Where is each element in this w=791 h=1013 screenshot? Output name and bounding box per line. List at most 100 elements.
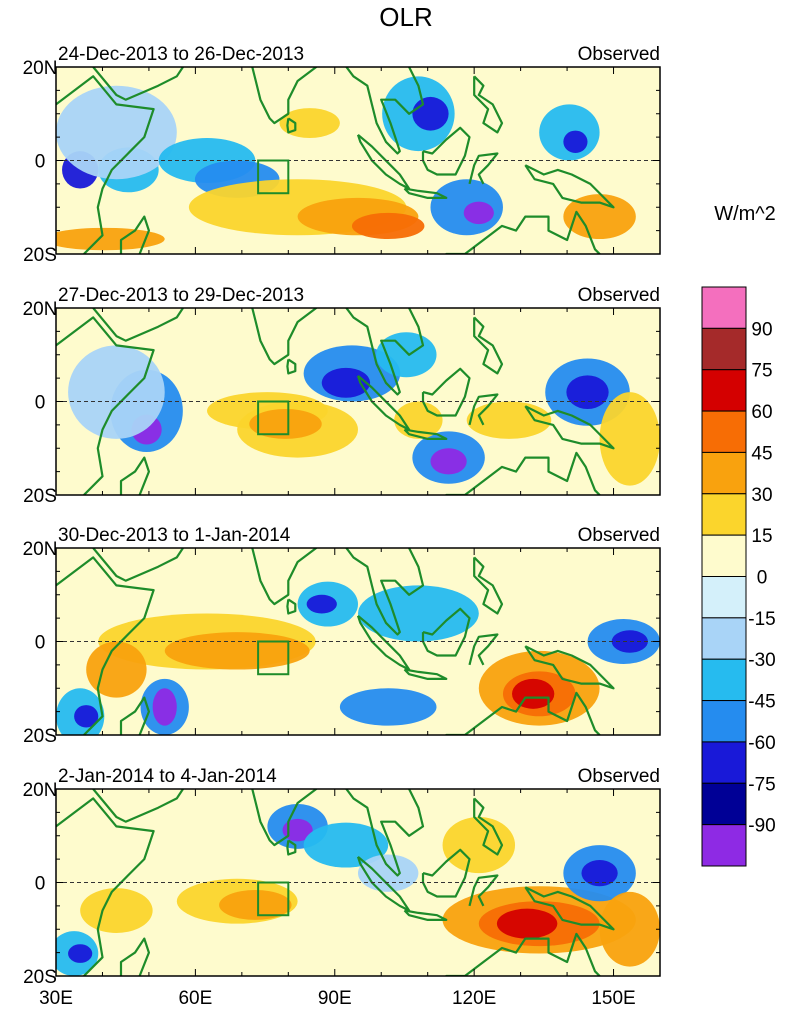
coastline xyxy=(251,308,318,366)
anomaly-field xyxy=(56,308,660,495)
coastline xyxy=(92,789,185,823)
anomaly-contour xyxy=(599,392,660,486)
colorbar-label: 30 xyxy=(751,485,772,506)
coastline xyxy=(403,428,448,440)
coastline xyxy=(286,598,297,615)
coastline xyxy=(468,393,499,426)
anomaly-contour xyxy=(463,201,494,225)
lat-tick-label: 0 xyxy=(35,633,46,654)
colorbar-label: 15 xyxy=(751,526,772,547)
colorbar-swatch xyxy=(701,824,747,867)
coastline xyxy=(403,668,448,680)
lat-tick-label: 0 xyxy=(35,393,46,414)
colorbar-swatch xyxy=(701,741,747,784)
coastline xyxy=(445,691,602,735)
coastline xyxy=(445,210,602,254)
anomaly-contour xyxy=(496,908,558,939)
panel-date-range: 30-Dec-2013 to 1-Jan-2014 xyxy=(58,525,291,546)
coastline xyxy=(421,607,471,657)
coastline xyxy=(524,405,615,450)
colorbar-swatch xyxy=(701,700,747,743)
lon-tick-label: 90E xyxy=(318,988,352,1009)
anomaly-field xyxy=(56,789,660,976)
coastline xyxy=(468,152,499,185)
lat-tick-label: 0 xyxy=(35,874,46,895)
map-panels: 20N 0 20S 24-Dec-2013 to 26-Dec-2013 Observe… xyxy=(23,44,661,988)
coastline xyxy=(56,797,155,976)
panel-date-range: 2-Jan-2014 to 4-Jan-2014 xyxy=(58,766,277,787)
anomaly-contour xyxy=(412,96,449,131)
colorbar-swatch xyxy=(701,534,747,578)
anomaly-contour xyxy=(68,345,165,439)
coastline xyxy=(345,308,425,396)
anomaly-contour xyxy=(599,891,660,967)
coastline xyxy=(421,848,471,898)
coastline xyxy=(286,839,297,856)
colorbar: 90 75 60 45 30 15 0 -15 -30 -45 -60 -75 -90 xyxy=(701,286,776,867)
lat-tick-label: 20S xyxy=(23,486,57,507)
anomaly-contour xyxy=(68,944,93,963)
colorbar-label: 45 xyxy=(751,443,772,464)
colorbar-label: -75 xyxy=(748,774,775,795)
coastline xyxy=(403,909,448,921)
colorbar-swatch xyxy=(701,369,747,412)
coastline xyxy=(345,548,425,636)
anomaly-contour xyxy=(321,367,371,398)
coastline xyxy=(356,133,411,190)
colorbar-swatch xyxy=(701,410,747,453)
lat-tick-label: 20S xyxy=(23,726,57,747)
anomaly-contour xyxy=(86,641,147,698)
coastline xyxy=(56,75,155,254)
lat-tick-label: 20N xyxy=(23,539,58,560)
anomaly-contour xyxy=(581,860,618,887)
anomaly-contour xyxy=(249,408,322,439)
lat-tick-label: 20N xyxy=(23,299,58,320)
anomaly-contour xyxy=(56,227,165,251)
anomaly-contour xyxy=(566,375,609,409)
colorbar-swatch xyxy=(701,658,747,702)
coastline xyxy=(473,75,504,134)
lon-tick-labels: 30E 60E 90E 120E 150E xyxy=(39,988,636,1009)
coastline xyxy=(56,556,155,735)
map-panel: 20N 0 20S 24-Dec-2013 to 26-Dec-2013 Observe… xyxy=(23,44,661,266)
colorbar-label: 0 xyxy=(757,568,768,589)
lon-tick-label: 120E xyxy=(452,988,496,1009)
colorbar-label: 60 xyxy=(751,402,772,423)
panel-observed-label: Observed xyxy=(578,285,660,306)
lat-tick-label: 20N xyxy=(23,58,58,79)
anomaly-contour xyxy=(442,817,516,874)
map-panel: 20N 0 20S 30-Dec-2013 to 1-Jan-2014 Observed xyxy=(23,525,661,747)
lon-tick-label: 150E xyxy=(591,988,635,1009)
anomaly-contour xyxy=(282,818,313,842)
colorbar-label: 90 xyxy=(751,319,772,340)
coastline xyxy=(92,548,185,582)
anomaly-contour xyxy=(303,822,389,868)
panel-observed-label: Observed xyxy=(578,766,660,787)
anomaly-contour xyxy=(466,401,552,439)
coastline xyxy=(356,614,411,671)
anomaly-contour xyxy=(152,688,177,726)
lat-tick-label: 0 xyxy=(35,152,46,173)
colorbar-swatch xyxy=(701,493,747,536)
lat-tick-label: 20S xyxy=(23,245,57,266)
anomaly-contour xyxy=(339,688,437,726)
anomaly-contour xyxy=(219,889,292,920)
coastline xyxy=(473,797,504,856)
anomaly-contour xyxy=(563,130,588,154)
colorbar-swatch xyxy=(701,617,747,660)
coastline xyxy=(524,886,615,931)
anomaly-contour xyxy=(80,888,153,933)
coastline xyxy=(356,374,411,431)
colorbar-label: -30 xyxy=(748,650,775,671)
colorbar-swatch xyxy=(701,327,747,371)
colorbar-swatch xyxy=(701,576,747,619)
coastline xyxy=(286,117,297,134)
colorbar-label: -15 xyxy=(748,609,775,630)
coastline xyxy=(345,789,425,877)
lat-tick-label: 20S xyxy=(23,967,57,988)
coastline xyxy=(251,548,318,606)
colorbar-label: 75 xyxy=(751,361,772,382)
coastline xyxy=(119,456,150,495)
lat-tick-label: 20N xyxy=(23,780,58,801)
